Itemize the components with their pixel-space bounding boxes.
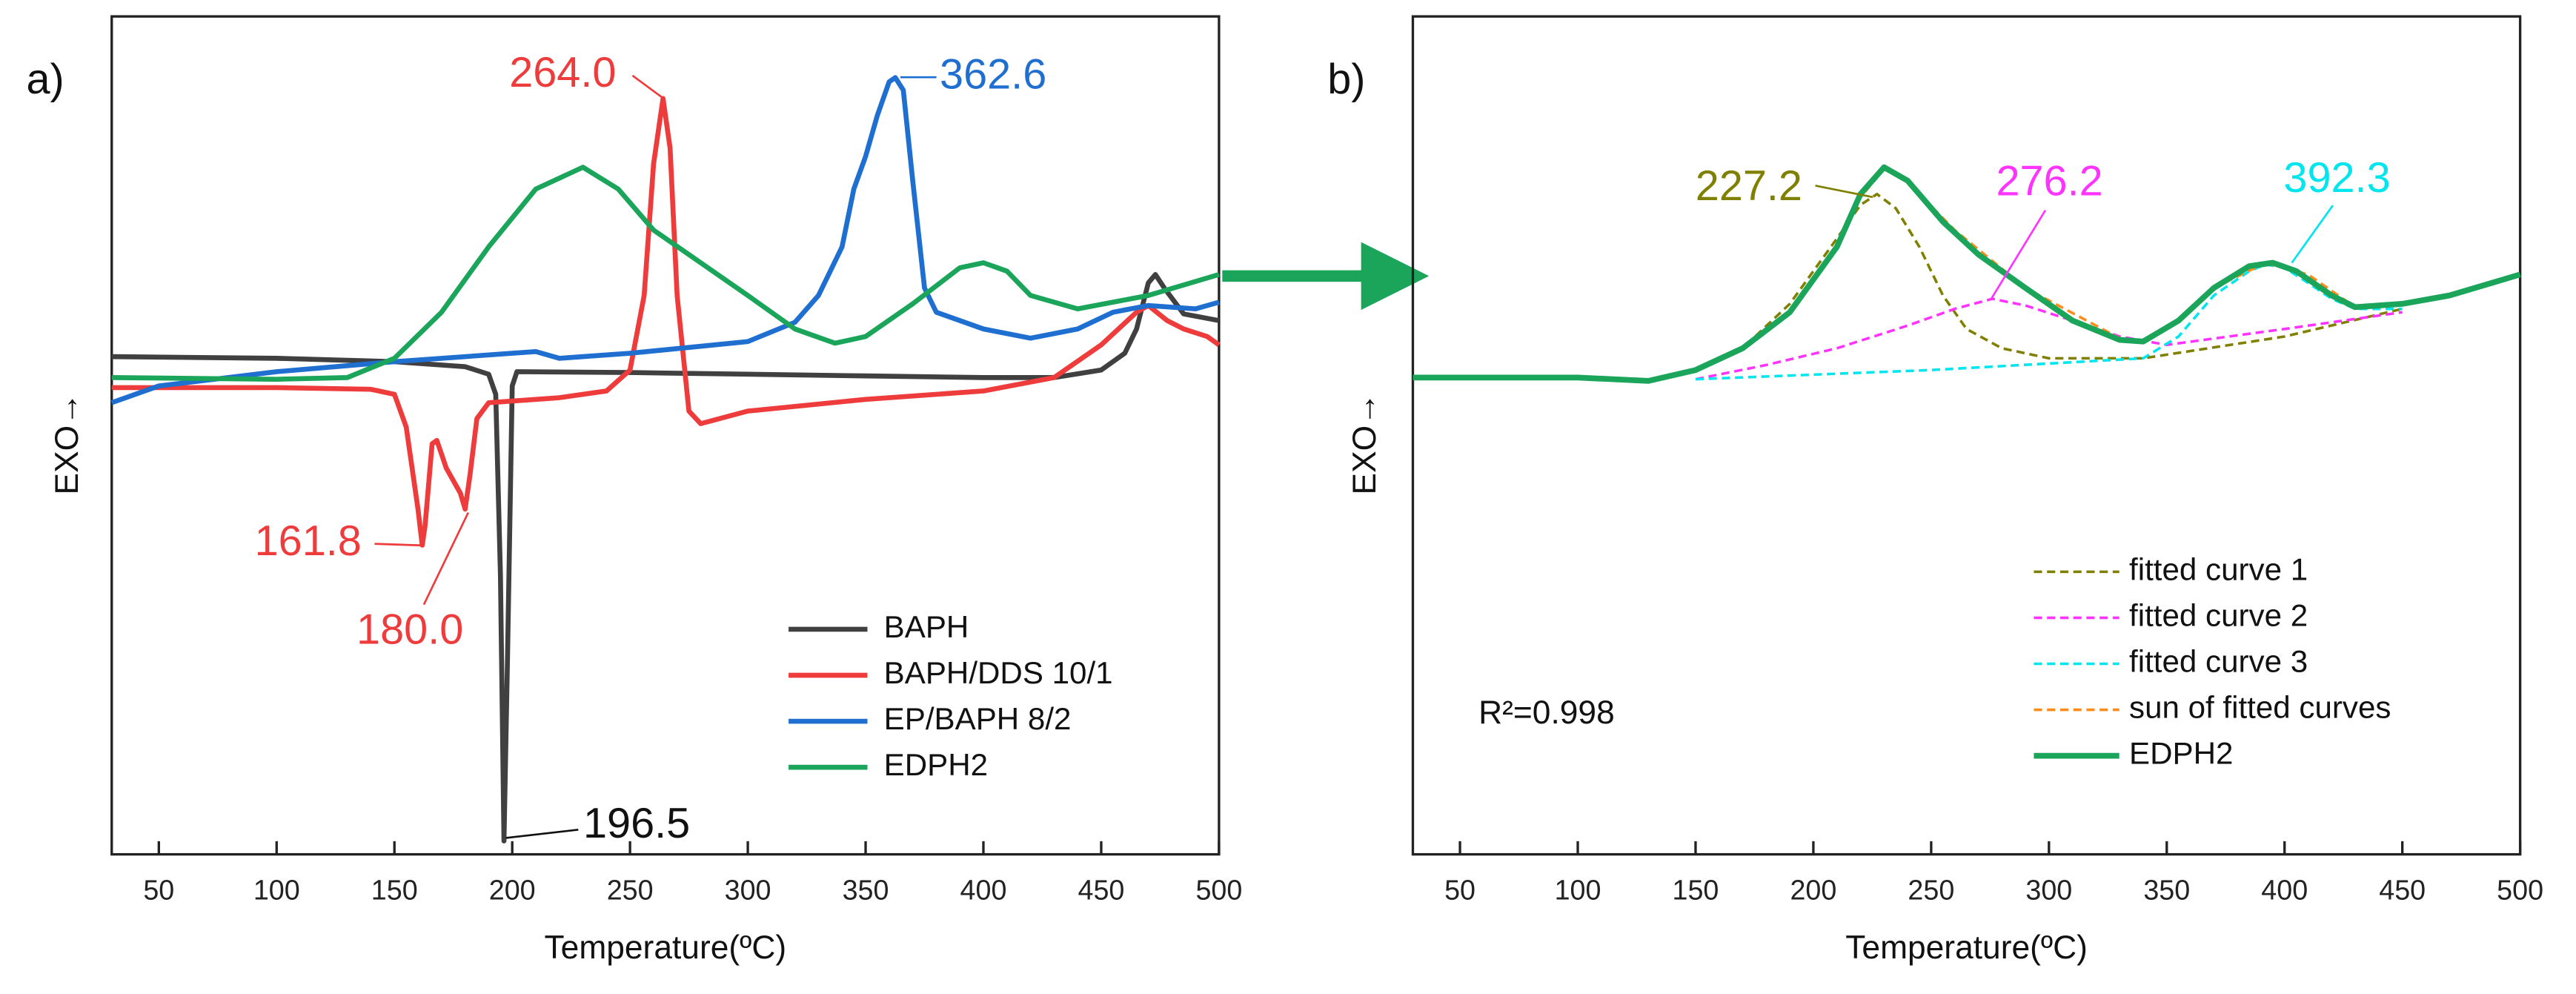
annotation: 180.0 [356, 606, 463, 654]
panel-label: a) [26, 56, 64, 103]
series-line [1648, 193, 2403, 382]
annotation-leader [631, 74, 665, 100]
x-tick-label: 400 [960, 875, 1007, 906]
legend-label: fitted curve 1 [2129, 551, 2308, 586]
legend-label: EDPH2 [884, 747, 988, 782]
x-tick-label: 450 [2379, 875, 2426, 906]
x-tick-label: 150 [1673, 875, 1719, 906]
series-line [111, 272, 1220, 844]
x-tick-label: 250 [607, 875, 654, 906]
x-tick-label: 500 [1195, 875, 1242, 906]
annotation: 276.2 [1996, 157, 2102, 205]
annotation-leader [1990, 210, 2047, 300]
x-tick-label: 200 [489, 875, 536, 906]
plot-frame [110, 15, 1221, 856]
annotation: 362.6 [940, 50, 1046, 98]
x-tick-label: 200 [1790, 875, 1836, 906]
legend-label: BAPH/DDS 10/1 [884, 655, 1113, 690]
annotation-leader [422, 511, 469, 606]
x-tick-label: 100 [253, 875, 300, 906]
x-axis-label: Temperature(ºC) [545, 930, 787, 966]
legend-label: fitted curve 2 [2129, 598, 2308, 633]
x-tick-label: 350 [843, 875, 889, 906]
annotation-leader [374, 543, 424, 547]
plot-frame [1411, 15, 2522, 856]
annotation: 161.8 [255, 517, 362, 565]
legend-label: fitted curve 3 [2129, 644, 2308, 679]
annotation: 392.3 [2283, 154, 2390, 202]
x-tick-label: 450 [1078, 875, 1125, 906]
y-axis-label: EXO→ [1347, 392, 1383, 494]
x-tick-label: 50 [143, 875, 174, 906]
x-tick-label: 400 [2261, 875, 2308, 906]
series-line [111, 165, 1220, 382]
legend-label: EDPH2 [2129, 736, 2233, 771]
series-line [111, 96, 1221, 548]
y-axis-label: EXO→ [49, 392, 85, 494]
series-line [110, 75, 1220, 405]
annotation-leader [1815, 185, 1873, 199]
x-tick-label: 150 [371, 875, 418, 906]
x-tick-label: 300 [725, 875, 771, 906]
series-line [1413, 164, 2521, 384]
x-tick-label: 300 [2025, 875, 2072, 906]
annotation-leader [505, 829, 579, 839]
x-axis-label: Temperature(ºC) [1845, 930, 2088, 966]
series-line [1695, 262, 2403, 381]
x-tick-label: 100 [1555, 875, 1601, 906]
annotation: 264.0 [509, 49, 616, 96]
x-tick-label: 350 [2143, 875, 2190, 906]
legend-label: BAPH [884, 609, 969, 644]
x-tick-label: 500 [2497, 875, 2543, 906]
legend-label: sun of fitted curves [2129, 690, 2391, 725]
annotation: 227.2 [1696, 162, 1802, 210]
annotation: 196.5 [583, 800, 690, 847]
panel-label: b) [1327, 56, 1365, 103]
annotation: R²=0.998 [1478, 695, 1615, 731]
arrow [1222, 242, 1430, 311]
annotation-leader [2291, 205, 2334, 264]
x-tick-label: 250 [1908, 875, 1954, 906]
x-tick-label: 50 [1444, 875, 1475, 906]
series-line [1695, 297, 2403, 381]
legend-label: EP/BAPH 8/2 [884, 701, 1072, 736]
